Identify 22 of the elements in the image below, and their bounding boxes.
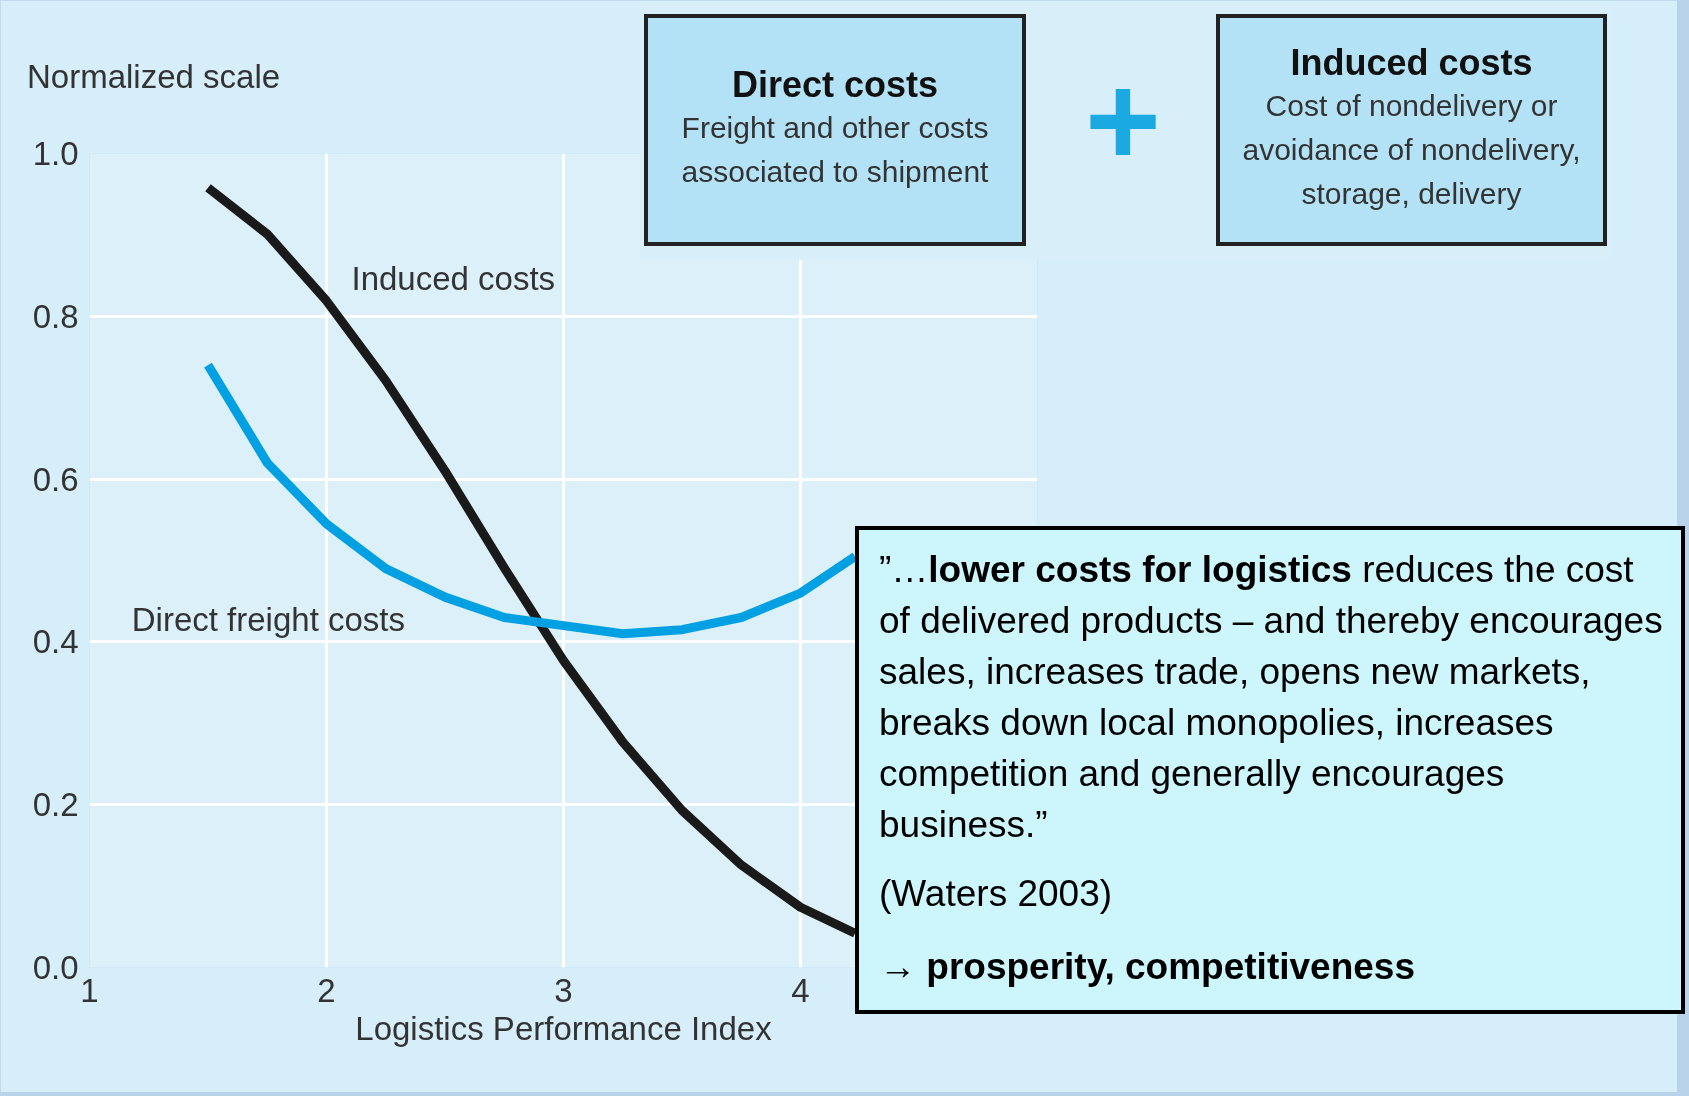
series-label: Induced costs <box>351 260 556 298</box>
annotation: → prosperity, competitiveness <box>879 945 1416 989</box>
annotation: ”… <box>879 549 929 590</box>
series-label: Direct freight costs <box>131 600 405 638</box>
x-tick-label: 1 <box>80 971 99 1009</box>
picture-textbox-direct: Direct costs Freight and other costs associated to shipment <box>644 14 1026 246</box>
annotation: (Waters 2003) <box>879 872 1114 916</box>
y-axis-title: Normalized scale <box>27 58 281 96</box>
x-tick-label: 2 <box>317 971 336 1009</box>
annotation: Freight and other costs associated to shipment <box>680 110 990 190</box>
y-tick-label: 0.2 <box>32 786 79 824</box>
y-tick-label: 1.0 <box>32 135 79 172</box>
y-tick-label: 0.8 <box>32 297 79 335</box>
x-tick-label: 3 <box>554 971 573 1009</box>
x-tick-label: 4 <box>791 971 810 1009</box>
y-tick-label: 0.6 <box>32 460 79 498</box>
picture-textbox-induced: Induced costs Cost of nondelivery or avoidance of nondelivery, storage, delivery <box>1216 14 1607 246</box>
y-tick-label: 0.4 <box>32 623 79 661</box>
y-tick-label: 0.0 <box>32 949 79 986</box>
x-axis-title: Logistics Performance Index <box>355 1009 773 1047</box>
annotation: lower costs for logistics <box>928 549 1352 590</box>
text: + <box>1084 47 1162 193</box>
